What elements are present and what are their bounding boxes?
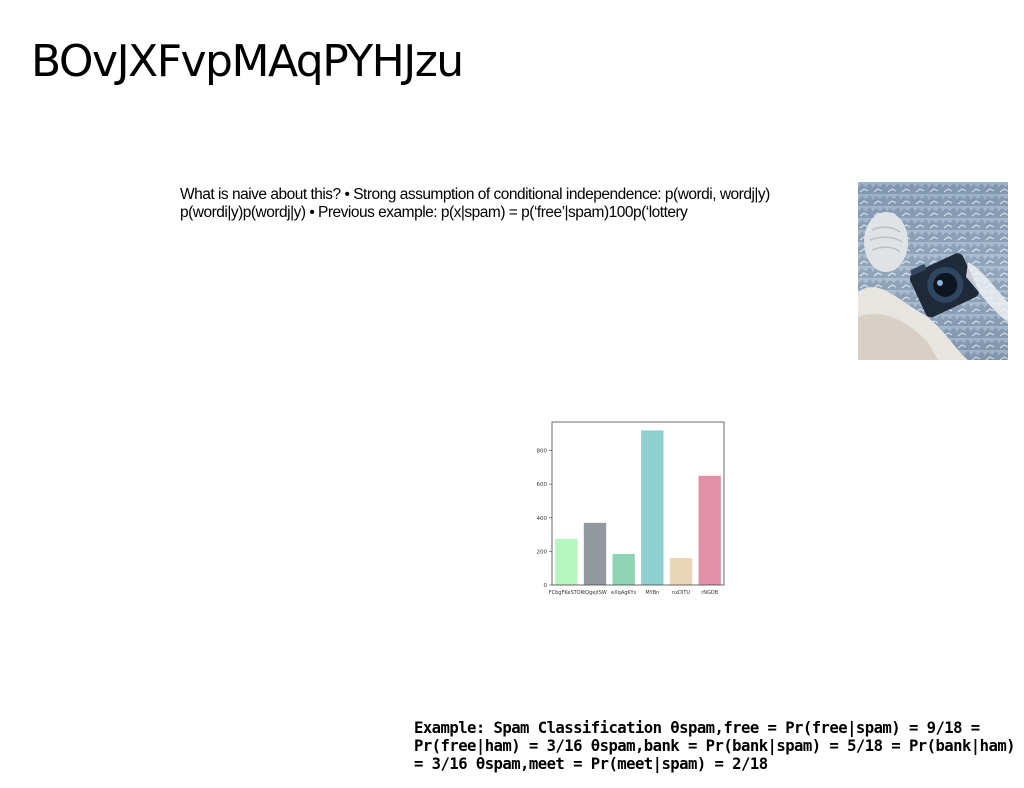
x-tick-label: rNGDB bbox=[701, 590, 719, 596]
bar-rNGDB bbox=[698, 475, 721, 585]
bar-FCbgFKeSTOK bbox=[555, 538, 578, 585]
bar-nxDITU bbox=[669, 558, 693, 585]
y-tick-label: 200 bbox=[537, 549, 548, 555]
bar-tQgejtSW bbox=[583, 522, 607, 585]
body-text: What is naive about this? • Strong assum… bbox=[180, 186, 770, 221]
slide-title: BOvJXFvpMAqPYHJzu bbox=[31, 36, 464, 87]
bar-eXqAgKYs bbox=[612, 553, 635, 585]
x-tick-label: eXqAgKYs bbox=[611, 590, 636, 596]
bar-chart: 0 200 400 600 800 FCbgFKeSTOK tQgejtSW eXqAgKY… bbox=[524, 416, 734, 602]
chart-plot-frame bbox=[551, 421, 725, 586]
bar-MYBn bbox=[641, 430, 664, 585]
y-tick-label: 800 bbox=[537, 449, 548, 455]
example-text: Example: Spam Classification θspam,free … bbox=[414, 719, 1016, 773]
slide-photo bbox=[858, 182, 1008, 360]
x-tick-label: MYBn bbox=[645, 590, 659, 596]
x-tick-label: nxDITU bbox=[672, 590, 691, 596]
x-tick-label: FCbgFKeSTOK bbox=[549, 590, 585, 596]
y-tick-label: 600 bbox=[537, 482, 548, 488]
x-tick-label: tQgejtSW bbox=[583, 590, 607, 596]
y-tick-label: 400 bbox=[537, 516, 548, 522]
snowy-rocks-photo-icon bbox=[858, 182, 1008, 360]
y-tick-label: 0 bbox=[544, 583, 548, 589]
